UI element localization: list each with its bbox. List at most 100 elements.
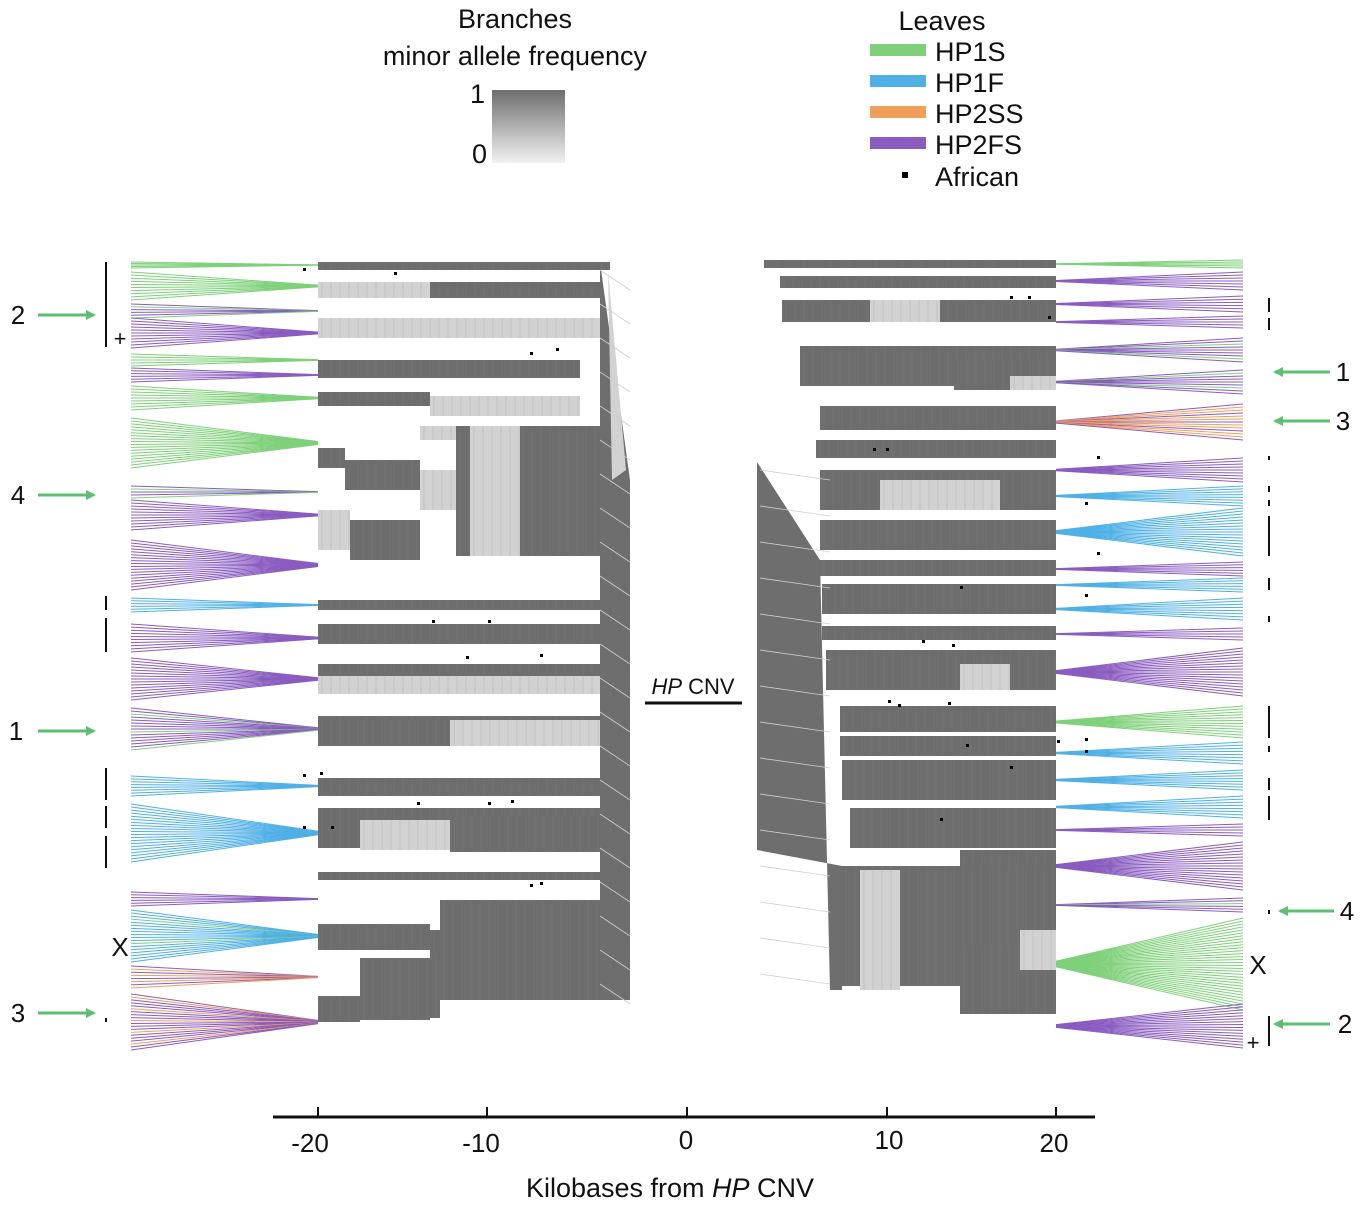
maf-min-label: 0 [472, 139, 487, 169]
x-tick-label: -20 [291, 1128, 329, 1158]
african-dot [886, 448, 889, 451]
leaf-fan [130, 657, 319, 701]
right-marker-3: 3 [1336, 406, 1350, 436]
branch-block [822, 626, 1056, 640]
branch-block [470, 426, 520, 556]
african-dot [394, 272, 397, 275]
branch-block [318, 676, 600, 694]
right-marker-2: 2 [1338, 1009, 1352, 1039]
leaf-fan [130, 499, 319, 531]
branch-block [430, 396, 580, 416]
legend-label-african: African [935, 162, 1019, 192]
leaf-fan [130, 367, 319, 383]
african-dot [1085, 594, 1088, 597]
african-dot [540, 882, 543, 885]
left-marker-2: 2 [11, 300, 25, 330]
african-dot [888, 700, 891, 703]
branch-block [840, 706, 1056, 732]
leaf-fan [130, 965, 319, 989]
branch-block [318, 318, 605, 338]
african-dot [530, 884, 533, 887]
african-dot [511, 800, 514, 803]
left-marker-4: 4 [11, 480, 25, 510]
branch-block [870, 300, 940, 322]
leaf-fan [1055, 917, 1244, 1011]
african-dot [1028, 296, 1031, 299]
branch-block [420, 426, 460, 440]
african-dot [303, 826, 306, 829]
african-dot [556, 348, 559, 351]
branch-block [318, 282, 430, 298]
branch-block [842, 760, 1056, 800]
branch-block [318, 360, 580, 378]
legend-label-hp2fs: HP2FS [935, 130, 1022, 160]
leaf-fan [1055, 577, 1244, 593]
african-dot [488, 802, 491, 805]
leaf-fan [1055, 647, 1244, 697]
leaf-fan [130, 707, 319, 751]
legend-label-hp1s: HP1S [935, 37, 1006, 67]
branch-block [318, 872, 605, 880]
right-marker-4: 4 [1340, 896, 1354, 926]
branch-block [318, 624, 605, 644]
legend-label-hp1f: HP1F [935, 68, 1004, 98]
branch-block [318, 448, 345, 468]
leaf-fan [130, 261, 319, 269]
x-axis-title-post: CNV [750, 1173, 815, 1203]
leaf-fan [1055, 1003, 1244, 1049]
branch-block [850, 808, 1056, 848]
african-dot [432, 620, 435, 623]
branch-block [860, 870, 900, 990]
leaf-fan [1055, 507, 1244, 557]
x-tick-label: 20 [1040, 1128, 1069, 1158]
african-dot [960, 586, 963, 589]
right-marker-plus: + [1247, 1030, 1260, 1055]
branch-block [318, 996, 360, 1022]
leaf-fan [130, 803, 319, 863]
leaf-fan [1055, 259, 1244, 269]
branch-block [318, 600, 610, 610]
leaf-fan [1055, 769, 1244, 791]
african-dot [1097, 552, 1100, 555]
swatch-hp1s [870, 44, 926, 56]
swatch-african [902, 172, 908, 178]
african-dot [922, 640, 925, 643]
maf-max-label: 1 [470, 79, 485, 109]
swatch-hp2ss [870, 106, 926, 118]
left-haplotype-tree [130, 261, 631, 1051]
hp-cnv-label-rest: CNV [682, 674, 735, 699]
right-marker-1: 1 [1336, 357, 1350, 387]
x-tick-label: 10 [875, 1125, 904, 1155]
african-dot [488, 620, 491, 623]
hp-cnv-label: HP CNV [645, 674, 742, 705]
branch-block [360, 820, 450, 850]
leaf-fan [1055, 457, 1244, 483]
right-haplotype-tree [757, 259, 1244, 1049]
swatch-hp1f [870, 75, 926, 87]
x-tick-label: -10 [462, 1128, 500, 1158]
right-marker-x: X [1249, 950, 1266, 980]
left-marker-plus: + [114, 326, 127, 351]
branch-block [960, 664, 1010, 690]
branches-legend: Branches minor allele frequency 1 0 [383, 4, 648, 169]
leaf-fan [130, 597, 319, 613]
african-dot [331, 826, 334, 829]
african-dot [540, 654, 543, 657]
left-marker-x: X [111, 932, 128, 962]
leaf-fan [130, 417, 319, 469]
branch-block [450, 816, 600, 852]
leaf-fan [130, 485, 319, 499]
branch-block [318, 510, 350, 550]
x-axis-title: Kilobases from HP CNV [526, 1173, 814, 1203]
leaf-fan [130, 909, 319, 963]
leaf-fan [1055, 561, 1244, 577]
branch-block [820, 406, 1056, 430]
leaves-legend: Leaves HP1S HP1F HP2SS HP2FS African [870, 6, 1024, 192]
leaf-fan [1055, 795, 1244, 819]
leaf-fan [1055, 485, 1244, 507]
african-dot [948, 702, 951, 705]
leaf-fan [1055, 741, 1244, 765]
right-markers: 1 3 4 2 X + [1247, 298, 1354, 1055]
african-dot [1010, 296, 1013, 299]
